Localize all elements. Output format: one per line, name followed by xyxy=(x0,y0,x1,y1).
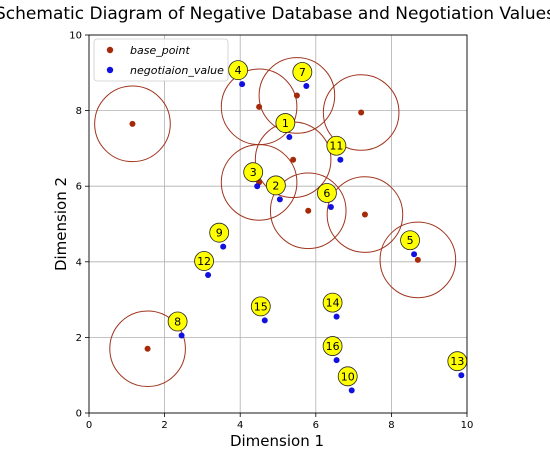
value-label-15: 15 xyxy=(254,300,268,313)
base-point-2 xyxy=(256,103,263,110)
x-tick-label-0: 0 xyxy=(86,420,92,431)
value-label-1: 1 xyxy=(282,117,289,130)
radius-circle-6 xyxy=(220,144,298,221)
value-label-2: 2 xyxy=(272,179,279,192)
value-label-bubble-11 xyxy=(326,135,347,156)
radius-circles xyxy=(94,57,457,388)
base-point-9 xyxy=(414,256,421,263)
y-axis-label: Dimension 2 xyxy=(52,177,70,271)
axis-ticks: 0 2 4 6 8 10 0 2 4 6 8 10 xyxy=(69,31,473,432)
value-label-6: 6 xyxy=(323,187,330,200)
radius-circle-4 xyxy=(322,74,400,151)
value-label-bubble-10 xyxy=(337,366,358,387)
value-label-bubble-14 xyxy=(322,292,343,313)
base-point-3 xyxy=(293,92,300,99)
negotiation-value-point-12 xyxy=(205,272,212,279)
value-label-bubble-9 xyxy=(209,222,230,243)
base-point-1 xyxy=(129,120,136,127)
value-label-13: 13 xyxy=(450,355,464,368)
legend: base_point negotiaion_value xyxy=(93,38,229,82)
negotiation-value-point-14 xyxy=(333,313,340,320)
legend-label-negotiation-value: negotiaion_value xyxy=(130,64,224,77)
y-tick-label-4: 8 xyxy=(76,106,82,117)
value-label-bubble-12 xyxy=(194,251,214,271)
negotiation-value-point-3 xyxy=(254,183,261,190)
value-label-bubble-2 xyxy=(265,175,286,196)
value-label-bubble-4 xyxy=(228,60,248,81)
x-tick-label-5: 10 xyxy=(461,420,474,431)
value-label-16: 16 xyxy=(326,340,340,353)
value-label-14: 14 xyxy=(326,297,340,310)
negotiation-value-point-1 xyxy=(286,134,293,141)
value-label-bubble-5 xyxy=(400,230,420,251)
radius-circle-8 xyxy=(326,176,404,253)
negotiation-value-markers xyxy=(178,81,465,394)
value-label-4: 4 xyxy=(235,64,242,77)
value-label-bubble-1 xyxy=(275,113,296,133)
base-point-10 xyxy=(144,345,151,352)
x-tick-label-2: 4 xyxy=(237,420,243,431)
x-tick-label-1: 2 xyxy=(161,420,167,431)
negotiation-value-point-16 xyxy=(333,357,340,364)
negotiation-value-point-7 xyxy=(303,83,310,90)
y-tick-label-0: 0 xyxy=(76,409,82,420)
negotiation-value-point-6 xyxy=(327,203,334,210)
radius-circle-10 xyxy=(109,310,186,388)
value-label-bubble-3 xyxy=(243,162,264,183)
value-label-3: 3 xyxy=(250,166,257,179)
legend-marker-base-point xyxy=(106,46,114,54)
value-label-11: 11 xyxy=(329,140,343,153)
base-point-4 xyxy=(358,109,365,116)
legend-box xyxy=(93,38,229,82)
legend-marker-negotiation-value xyxy=(106,66,114,74)
y-tick-label-5: 10 xyxy=(69,31,82,42)
value-label-bubble-7 xyxy=(292,62,313,82)
value-label-5: 5 xyxy=(407,234,414,247)
value-label-bubble-15 xyxy=(250,296,271,317)
negotiation-value-point-11 xyxy=(337,156,344,163)
value-label-8: 8 xyxy=(174,316,181,329)
x-axis-label: Dimension 1 xyxy=(230,432,324,450)
negotiation-value-point-8 xyxy=(178,332,185,339)
y-tick-label-2: 4 xyxy=(76,257,82,268)
negotiation-value-point-10 xyxy=(348,387,355,394)
negotiation-value-point-2 xyxy=(276,196,283,203)
x-tick-label-3: 6 xyxy=(313,420,319,431)
radius-circle-9 xyxy=(379,221,457,299)
base-point-5 xyxy=(290,156,297,163)
value-label-9: 9 xyxy=(216,227,223,240)
value-label-bubble-6 xyxy=(317,183,337,203)
y-tick-label-3: 6 xyxy=(76,182,82,193)
value-label-bubble-16 xyxy=(322,336,343,356)
y-tick-label-1: 2 xyxy=(76,333,82,344)
negotiation-value-point-15 xyxy=(261,317,268,324)
value-label-7: 7 xyxy=(299,66,306,79)
negotiation-value-point-5 xyxy=(411,251,418,258)
radius-circle-1 xyxy=(94,85,171,163)
plot-frame xyxy=(88,34,468,414)
base-point-7 xyxy=(305,207,312,214)
negotiation-value-point-9 xyxy=(220,243,227,250)
radius-circle-3 xyxy=(258,57,336,134)
legend-label-base-point: base_point xyxy=(130,44,190,57)
grid-lines xyxy=(89,35,467,413)
value-label-bubble-8 xyxy=(167,311,188,332)
negotiation-value-point-4 xyxy=(239,81,246,88)
x-tick-label-4: 8 xyxy=(388,420,394,431)
base-point-8 xyxy=(361,211,368,218)
value-label-12: 12 xyxy=(197,255,211,268)
negotiation-value-point-13 xyxy=(458,372,465,379)
value-label-10: 10 xyxy=(341,370,355,383)
radius-circle-7 xyxy=(269,172,347,250)
chart-title: Schematic Diagram of Negative Database a… xyxy=(0,4,550,24)
